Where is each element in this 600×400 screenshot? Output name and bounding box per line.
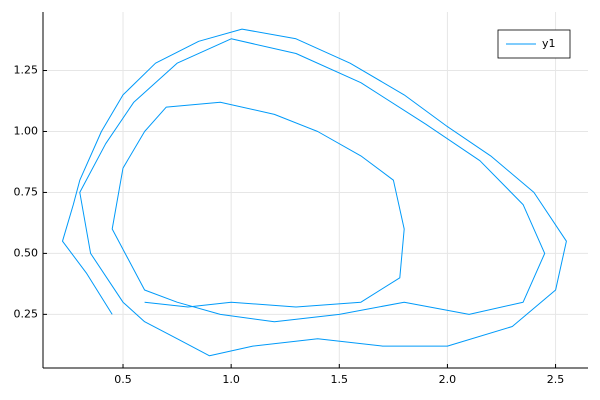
x-tick-label: 0.5 [114, 373, 132, 386]
y-tick-label: 0.25 [14, 307, 39, 320]
legend-label: y1 [542, 37, 556, 50]
x-tick-label: 2.5 [547, 373, 565, 386]
y-tick-label: 0.50 [14, 246, 39, 259]
y-tick-label: 0.75 [14, 185, 39, 198]
x-tick-label: 1.0 [222, 373, 240, 386]
y-tick-label: 1.25 [14, 64, 39, 77]
x-tick-label: 2.0 [439, 373, 457, 386]
y-tick-label: 1.00 [14, 124, 39, 137]
x-tick-label: 1.5 [331, 373, 349, 386]
data-line [62, 28, 567, 357]
